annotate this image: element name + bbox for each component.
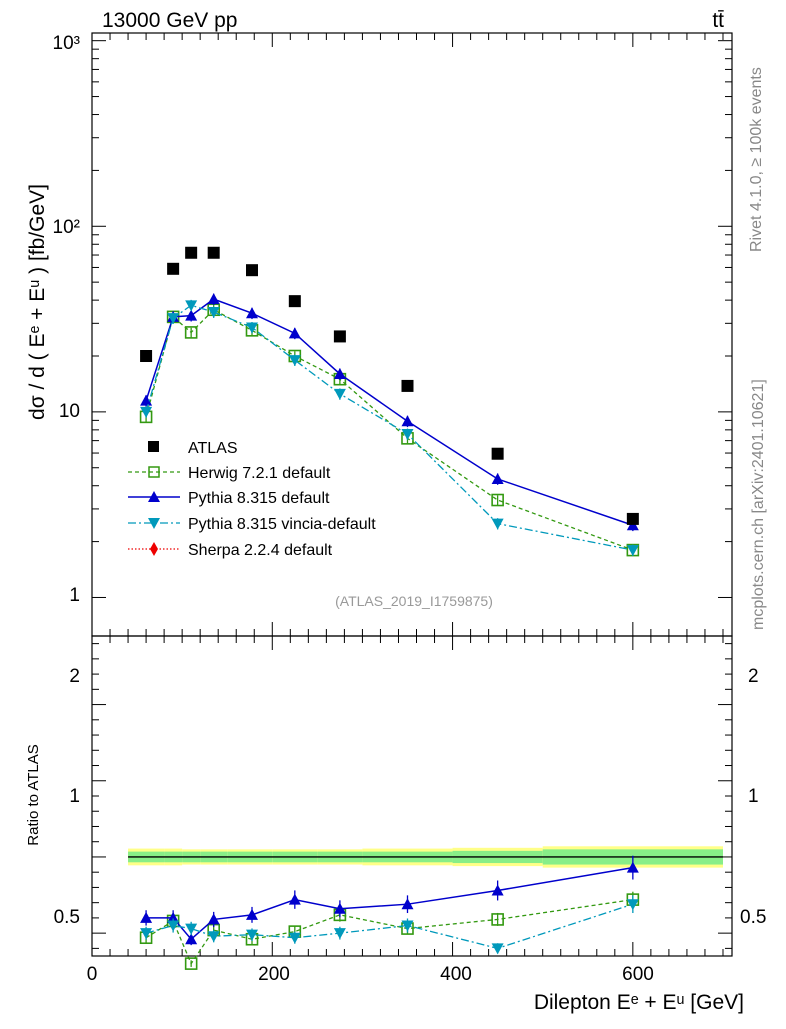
ratio-point-pythia (401, 898, 414, 910)
series-line-herwig (145, 308, 634, 551)
ratio-point-vincia (401, 920, 414, 932)
ratio-y-tick-label-right: 1 (748, 786, 759, 807)
ratio-point-vincia (167, 920, 180, 932)
point-vincia (401, 428, 414, 440)
point-vincia (626, 545, 639, 557)
point-vincia (185, 300, 198, 312)
legend-label: Herwig 7.2.1 default (188, 465, 331, 482)
ratio-y-tick-label: 1 (69, 786, 80, 807)
point-atlas (167, 262, 180, 275)
point-atlas (246, 264, 258, 277)
ratio-y-tick-label: 0.5 (54, 907, 80, 928)
ratio-y-tick-label: 2 (69, 666, 80, 687)
point-pythia (207, 293, 220, 305)
main-y-tick-label: 1 (69, 585, 80, 606)
ratio-series-line-vincia (145, 903, 634, 950)
ratio-point-vincia (626, 899, 639, 911)
ratio-point-pythia (185, 933, 198, 945)
ratio-point-vincia (288, 932, 301, 944)
point-pythia (288, 327, 301, 339)
main-y-tick-label: 10 (59, 401, 80, 422)
point-pythia (401, 415, 414, 427)
point-atlas (491, 447, 504, 460)
legend-label: ATLAS (188, 440, 238, 457)
point-vincia (491, 518, 504, 530)
ratio-series-line-pythia (146, 866, 633, 941)
ratio-point-vincia (185, 923, 198, 935)
ratio-point-pythia (246, 908, 258, 920)
ratio-point-pythia (626, 861, 639, 873)
series-line-pythia (145, 298, 634, 526)
point-atlas (207, 246, 220, 259)
ratio-point-pythia (167, 911, 180, 923)
ratio-point-pythia (207, 913, 220, 925)
point-atlas (140, 350, 153, 363)
ratio-point-herwig (184, 957, 198, 970)
point-pythia (491, 472, 504, 484)
x-tick-label: 0 (87, 964, 98, 985)
point-pythia (185, 309, 198, 321)
point-vincia (333, 388, 346, 400)
ratio-point-pythia (491, 884, 504, 896)
x-tick-label: 600 (622, 964, 654, 985)
point-atlas (401, 379, 414, 392)
point-pythia (246, 307, 258, 319)
legend-label: Pythia 8.315 vincia-default (188, 516, 376, 533)
x-tick-label: 200 (258, 964, 290, 985)
main-y-axis-title: dσ / d ( Eᵉ + Eᵘ ) [fb/GeV] (26, 184, 49, 420)
legend: ATLAS Herwig 7.2.1 default Pythia 8.315 … (128, 440, 376, 559)
legend-marker-atlas (148, 441, 159, 452)
ratio-point-vincia (491, 943, 504, 955)
point-vincia (207, 307, 220, 319)
ratio-point-vincia (246, 929, 258, 941)
legend-marker-herwig (148, 466, 160, 478)
rivet-label: Rivet 4.1.0, ≥ 100k events (748, 67, 765, 252)
legend-label: Sherpa 2.2.4 default (188, 542, 333, 559)
ratio-point-pythia (140, 911, 153, 923)
legend-marker-vincia (148, 518, 160, 529)
ratio-y-axis-title: Ratio to ATLAS (25, 744, 42, 845)
point-vincia (167, 313, 180, 325)
ratio-point-pythia (288, 893, 301, 905)
ratio-point-vincia (333, 928, 346, 940)
point-atlas (333, 330, 346, 343)
mcplots-label: mcplots.cern.ch [arXiv:2401.10621] (750, 379, 767, 630)
legend-marker-pythia (148, 491, 160, 502)
point-pythia (333, 367, 346, 379)
point-herwig (491, 493, 504, 507)
x-tick-label: 400 (440, 964, 472, 985)
ratio-point-herwig (491, 913, 504, 926)
series-line-vincia (145, 304, 633, 551)
data-layer (91, 33, 732, 970)
legend-label: Pythia 8.315 default (188, 490, 330, 507)
ratio-y-tick-label-right: 0.5 (740, 907, 766, 928)
ratio-point-pythia (333, 902, 346, 914)
process-label: tt̄ (712, 9, 724, 32)
legend-marker-sherpa (150, 542, 158, 556)
energy-label: 13000 GeV pp (102, 9, 237, 32)
point-atlas (185, 246, 198, 259)
point-vincia (246, 322, 258, 334)
main-y-tick-label: 10³ (53, 33, 80, 54)
ratio-y-tick-label-right: 2 (748, 666, 759, 687)
main-y-tick-label: 10² (53, 217, 80, 238)
x-axis-title: Dilepton Eᵉ + Eᵘ [GeV] (534, 991, 744, 1014)
ratio-point-vincia (207, 931, 220, 943)
point-vincia (140, 406, 153, 418)
point-atlas (626, 512, 639, 525)
point-atlas (288, 295, 301, 308)
analysis-label: (ATLAS_2019_I1759875) (335, 593, 493, 609)
point-herwig (184, 326, 198, 339)
point-pythia (140, 394, 153, 406)
point-vincia (288, 355, 301, 367)
ratio-point-vincia (140, 928, 153, 940)
